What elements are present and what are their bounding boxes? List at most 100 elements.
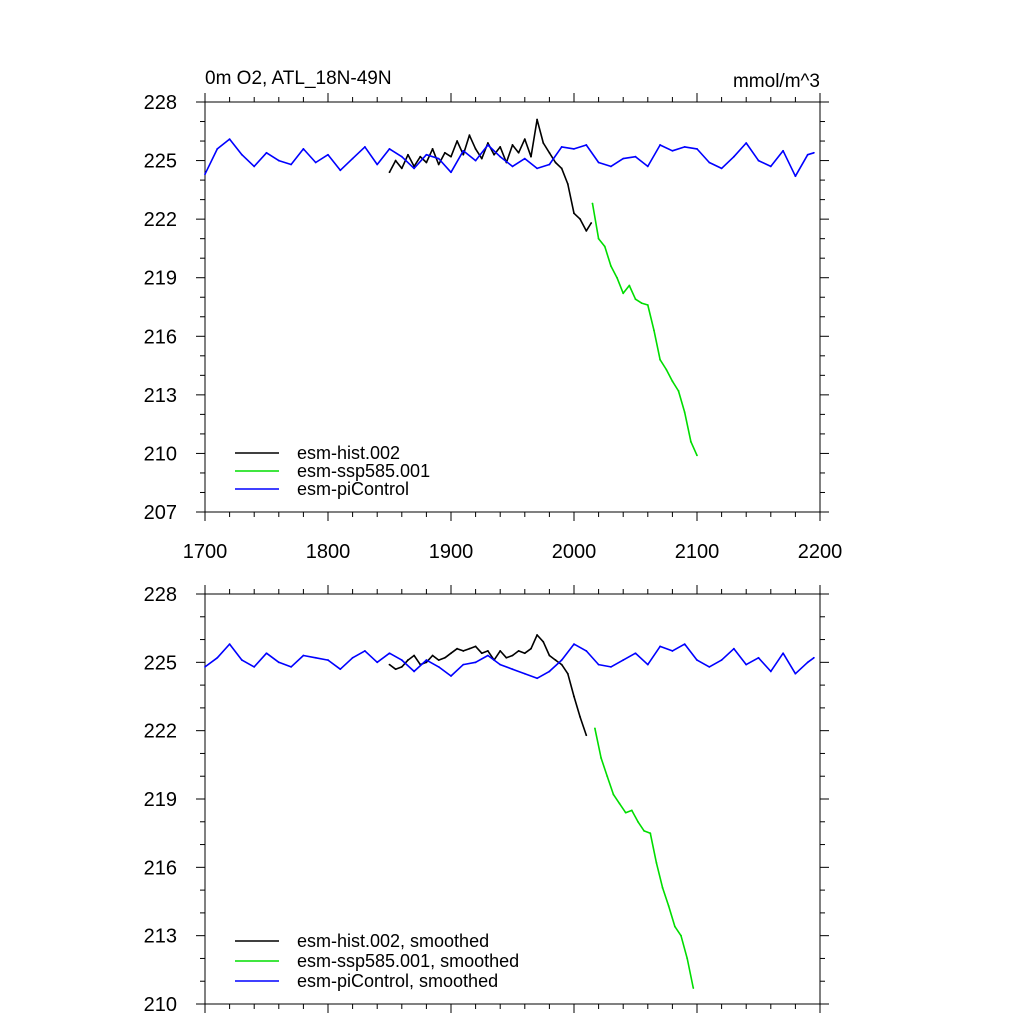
data-point (265, 652, 268, 655)
data-point (683, 146, 686, 148)
data-point (665, 368, 668, 371)
data-point (228, 138, 231, 140)
data-point (400, 659, 403, 661)
legend-label: esm-piControl (297, 479, 409, 499)
data-point (594, 727, 596, 730)
data-point (505, 656, 508, 659)
data-point (677, 390, 680, 392)
data-point (523, 672, 526, 675)
data-point (437, 659, 440, 661)
data-point (782, 652, 784, 655)
data-point (450, 171, 452, 174)
data-point (628, 284, 631, 287)
data-point (511, 654, 514, 657)
data-point (542, 640, 545, 643)
data-point (624, 811, 627, 814)
data-point (646, 304, 649, 306)
data-point (241, 659, 243, 661)
data-point (413, 670, 415, 673)
data-point (388, 652, 391, 655)
data-point (597, 663, 600, 666)
y-tick-label: 219 (144, 268, 177, 290)
data-point (364, 650, 366, 652)
data-point (757, 656, 760, 659)
data-point (400, 155, 403, 158)
legend-label: esm-hist.002 (297, 443, 400, 463)
data-point (600, 757, 602, 759)
data-point (364, 146, 366, 148)
data-point (388, 663, 391, 666)
data-point (400, 665, 403, 668)
data-point (327, 153, 329, 156)
data-point (437, 665, 440, 668)
data-point (487, 144, 489, 146)
data-point (437, 157, 440, 160)
data-point (585, 734, 588, 737)
data-point (590, 222, 593, 224)
data-point (517, 650, 520, 652)
plot-frame (204, 101, 821, 513)
data-point (612, 793, 615, 796)
y-tick-label: 222 (144, 209, 177, 231)
data-point (536, 677, 538, 680)
data-point (542, 142, 545, 144)
y-tick-label: 225 (144, 151, 177, 173)
data-point (616, 276, 618, 279)
data-point (407, 659, 409, 661)
data-point (228, 643, 231, 646)
data-point (388, 147, 391, 150)
data-point (216, 656, 219, 659)
data-point (394, 668, 397, 671)
data-point (680, 934, 682, 937)
data-point (566, 672, 569, 675)
data-point (671, 149, 674, 152)
data-point (511, 668, 514, 671)
data-point (812, 151, 815, 154)
data-point (634, 298, 637, 301)
data-point (622, 292, 625, 295)
data-point (733, 647, 735, 650)
data-point (462, 650, 465, 652)
y-tick-label: 216 (144, 857, 177, 879)
data-point (573, 695, 575, 698)
data-point (530, 647, 532, 650)
data-point (667, 905, 670, 907)
data-point (745, 663, 748, 666)
x-tick-label: 2000 (552, 541, 597, 563)
data-point (585, 144, 588, 146)
series-line (389, 634, 588, 736)
data-point (782, 149, 784, 152)
data-point (456, 647, 459, 650)
data-point (511, 165, 514, 168)
y-tick-label: 228 (144, 584, 177, 606)
data-point (591, 202, 594, 205)
y-tick-label: 228 (144, 92, 177, 114)
data-point (388, 171, 391, 174)
data-point (560, 663, 563, 666)
data-point (637, 820, 639, 823)
data-point (696, 659, 698, 661)
data-point (487, 142, 489, 144)
series-line (594, 728, 695, 989)
data-point (640, 302, 643, 304)
data-point (686, 957, 689, 960)
data-point (253, 665, 256, 668)
data-point (618, 802, 621, 805)
data-point (643, 829, 646, 832)
data-point (806, 661, 809, 664)
data-point (548, 151, 551, 154)
data-point (480, 157, 483, 160)
data-point (314, 656, 317, 659)
data-point (468, 647, 471, 650)
data-point (241, 153, 243, 156)
legend-label: esm-hist.002, smoothed (297, 931, 489, 951)
data-point (443, 656, 446, 659)
data-point (450, 155, 452, 158)
data-point (757, 159, 760, 162)
data-point (812, 656, 815, 659)
data-point (339, 668, 342, 671)
data-point (630, 809, 633, 812)
data-point (554, 161, 557, 164)
data-point (610, 165, 612, 168)
series-line (591, 203, 698, 456)
